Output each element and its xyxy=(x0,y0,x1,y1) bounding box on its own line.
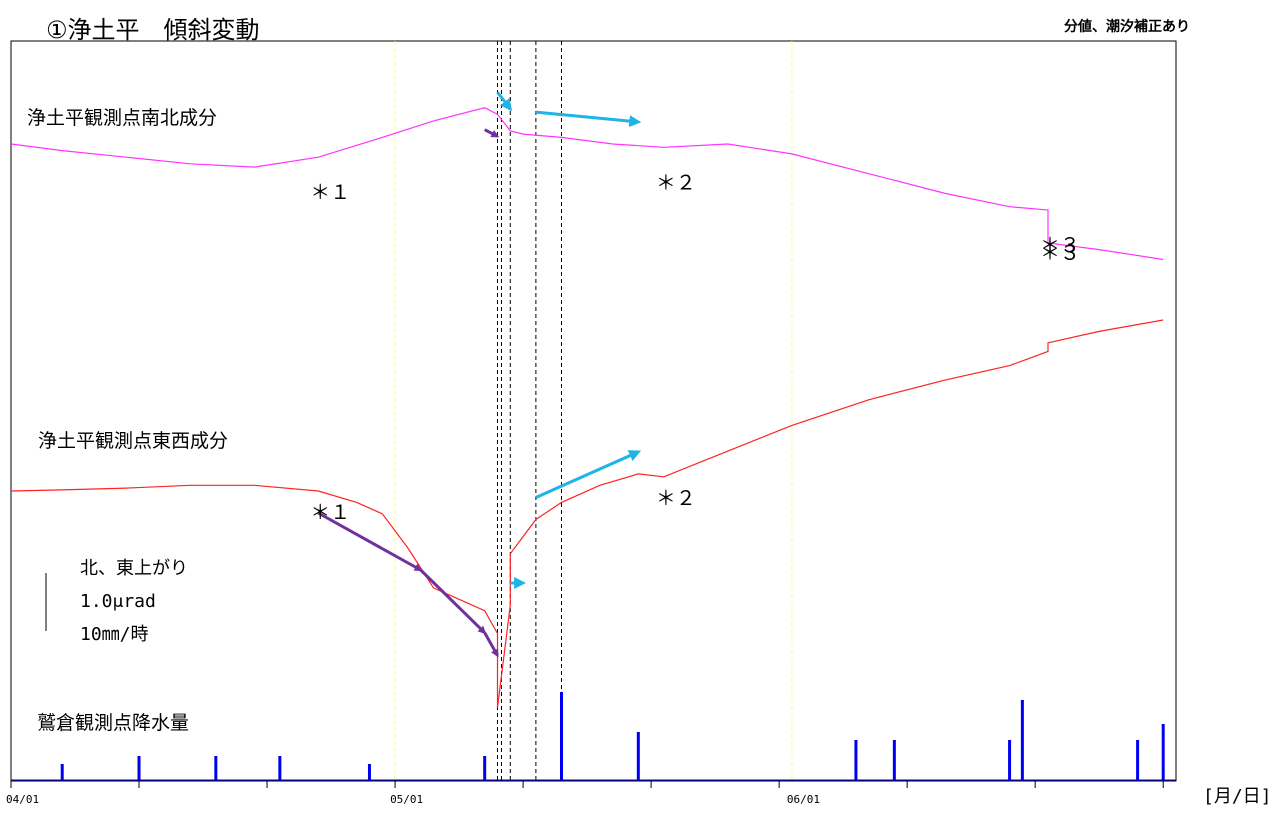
x-axis-unit-label: [月/日] xyxy=(1203,786,1272,807)
cyan-arrow xyxy=(535,110,642,128)
scale-direction: 北、東上がり xyxy=(80,558,188,579)
cyan-arrow xyxy=(496,91,513,112)
rain-bar xyxy=(1161,724,1165,780)
asterisk-annotation: ＊３ xyxy=(1040,233,1080,257)
rain-bar xyxy=(559,692,563,780)
ew-series-line xyxy=(10,319,1164,708)
purple-arrow xyxy=(317,511,423,572)
ns-series-line xyxy=(10,107,1164,261)
asterisk-annotation: ＊２ xyxy=(656,170,696,194)
rain-bar xyxy=(60,764,64,780)
cyan-arrow xyxy=(535,450,642,499)
chart-title: ①浄土平 傾斜変動 xyxy=(46,16,260,44)
purple-arrow xyxy=(483,128,500,138)
rain-bar xyxy=(214,756,218,780)
rain-bar xyxy=(892,740,896,780)
rain-bar xyxy=(483,756,487,780)
asterisk-annotation: ＊３ xyxy=(1040,240,1080,264)
x-tick-label: 05/01 xyxy=(390,793,423,806)
rain-bar xyxy=(854,740,858,780)
ns-series-label: 浄土平観測点南北成分 xyxy=(27,107,217,129)
rain-bar xyxy=(1008,740,1012,780)
asterisk-annotation: ＊１ xyxy=(310,500,350,524)
plot-frame xyxy=(10,40,1177,782)
asterisk-annotation: ＊２ xyxy=(656,486,696,510)
rain-bar xyxy=(636,732,640,780)
x-tick-label: 04/01 xyxy=(6,793,39,806)
rain-series-label: 鷲倉観測点降水量 xyxy=(37,712,189,734)
rain-bar xyxy=(137,756,141,780)
rain-bar xyxy=(367,764,371,780)
purple-arrow xyxy=(419,568,487,635)
scale-rain: 10㎜/時 xyxy=(80,624,149,645)
rain-bar xyxy=(1020,700,1024,780)
rain-bar xyxy=(1136,740,1140,780)
purple-arrow xyxy=(483,631,499,658)
scale-tilt: 1.0μrad xyxy=(80,591,156,612)
ew-series-label: 浄土平観測点東西成分 xyxy=(38,430,228,452)
asterisk-annotation: ＊１ xyxy=(310,180,350,204)
correction-note: 分値、潮汐補正あり xyxy=(1064,19,1190,35)
rain-bar xyxy=(278,756,282,780)
x-tick-label: 06/01 xyxy=(787,793,820,806)
